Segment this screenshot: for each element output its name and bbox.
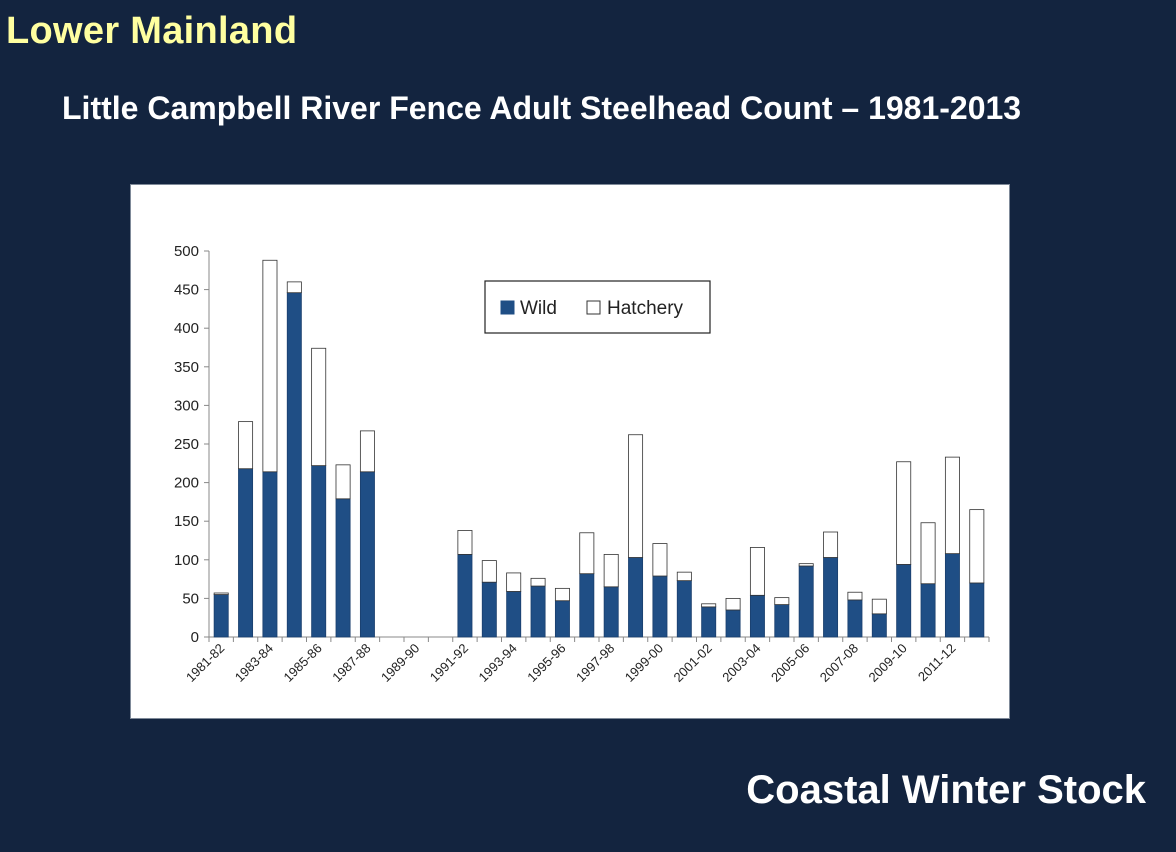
x-tick-label: 2009-10: [865, 641, 909, 685]
legend-hatchery-label: Hatchery: [607, 298, 684, 319]
y-tick-label: 150: [174, 513, 199, 530]
x-tick-label: 1993-94: [475, 641, 519, 685]
bar-hatchery: [530, 577, 546, 587]
bar-wild: [579, 573, 595, 638]
bar-hatchery: [213, 592, 229, 595]
region-label: Lower Mainland: [6, 10, 298, 52]
bar-wild: [774, 604, 790, 638]
bar-hatchery: [603, 553, 619, 588]
x-tick-label: 2011-12: [915, 641, 959, 685]
bar-wild: [481, 581, 497, 638]
bar-hatchery: [749, 547, 765, 596]
bar-hatchery: [871, 598, 887, 615]
bar-wild: [701, 606, 717, 638]
bar-wild: [871, 613, 887, 638]
bar-wild: [311, 465, 327, 638]
y-tick-label: 350: [174, 359, 199, 376]
bar-hatchery: [896, 461, 912, 565]
bar-hatchery: [969, 509, 985, 584]
y-tick-label: 0: [191, 629, 199, 646]
bar-wild: [262, 471, 278, 638]
bar-hatchery: [457, 530, 473, 555]
x-tick-label: 2005-06: [768, 641, 812, 685]
bar-wild: [335, 498, 351, 638]
bar-wild: [530, 585, 546, 638]
chart-frame: 0 50 100 150 200 250 300 350 400 450 500 1981-82 198…: [130, 184, 1010, 719]
bar-hatchery: [823, 531, 839, 558]
bar-wild: [823, 557, 839, 638]
bar-wild: [286, 292, 302, 638]
bar-hatchery: [359, 430, 375, 473]
bar-wild: [725, 609, 741, 638]
bar-wild: [969, 582, 985, 638]
bar-wild: [749, 594, 765, 638]
bar-wild: [359, 471, 375, 638]
y-tick-label: 300: [174, 397, 199, 414]
bar-wild: [628, 557, 644, 638]
x-tick-label: 1981-82: [183, 641, 227, 685]
y-tick-label: 50: [182, 590, 199, 607]
y-tick-label: 450: [174, 282, 199, 299]
x-tick-label: 2001-02: [670, 641, 714, 685]
bar-hatchery: [676, 571, 692, 582]
x-tick-label: 1987-88: [329, 641, 373, 685]
x-tick-label: 1991-92: [427, 641, 471, 685]
y-tick-label: 100: [174, 552, 199, 569]
chart-legend: Wild Hatchery: [484, 280, 711, 334]
bar-hatchery: [920, 522, 936, 585]
y-tick-label: 400: [174, 320, 199, 337]
y-tick-label: 200: [174, 475, 199, 492]
bar-hatchery: [481, 560, 497, 583]
bar-hatchery: [725, 597, 741, 611]
bar-hatchery: [506, 572, 522, 592]
bar-hatchery: [798, 563, 814, 567]
chart-bars: [213, 259, 985, 638]
bar-wild: [238, 468, 254, 638]
x-tick-label: 1997-98: [573, 641, 617, 685]
bar-hatchery: [847, 591, 863, 601]
y-tick-label: 500: [174, 243, 199, 260]
bar-hatchery: [579, 532, 595, 575]
chart-title: Little Campbell River Fence Adult Steelh…: [62, 90, 1022, 126]
x-tick-label: 1985-86: [280, 641, 324, 685]
x-tick-label: 1995-96: [524, 641, 568, 685]
bar-wild: [676, 580, 692, 638]
bar-wild: [603, 586, 619, 638]
x-tick-label: 1999-00: [622, 641, 666, 685]
bar-hatchery: [944, 456, 960, 555]
bar-wild: [920, 583, 936, 638]
bar-hatchery: [554, 587, 570, 602]
stock-label: Coastal Winter Stock: [746, 768, 1146, 812]
bar-wild: [554, 600, 570, 638]
legend-wild-swatch: [500, 300, 515, 315]
x-tick-label: 2003-04: [719, 641, 763, 685]
bar-wild: [213, 594, 229, 638]
y-tick-label: 250: [174, 436, 199, 453]
bar-hatchery: [774, 597, 790, 605]
bar-hatchery: [335, 464, 351, 500]
bar-hatchery: [238, 421, 254, 470]
x-tick-label: 2007-08: [817, 641, 861, 685]
bar-wild: [652, 575, 668, 638]
legend-wild-label: Wild: [520, 298, 557, 319]
bar-hatchery: [311, 347, 327, 467]
bar-wild: [896, 564, 912, 638]
x-tick-label: 1983-84: [232, 641, 276, 685]
bar-hatchery: [701, 603, 717, 608]
bar-hatchery: [286, 281, 302, 294]
bar-wild: [457, 553, 473, 638]
bar-hatchery: [628, 434, 644, 558]
bar-hatchery: [262, 259, 278, 473]
bar-hatchery: [652, 543, 668, 577]
x-tick-label: 1989-90: [378, 641, 422, 685]
bar-wild: [506, 591, 522, 638]
bar-wild: [847, 599, 863, 638]
legend-hatchery-swatch: [586, 300, 601, 315]
bar-wild: [944, 553, 960, 638]
bar-wild: [798, 565, 814, 638]
